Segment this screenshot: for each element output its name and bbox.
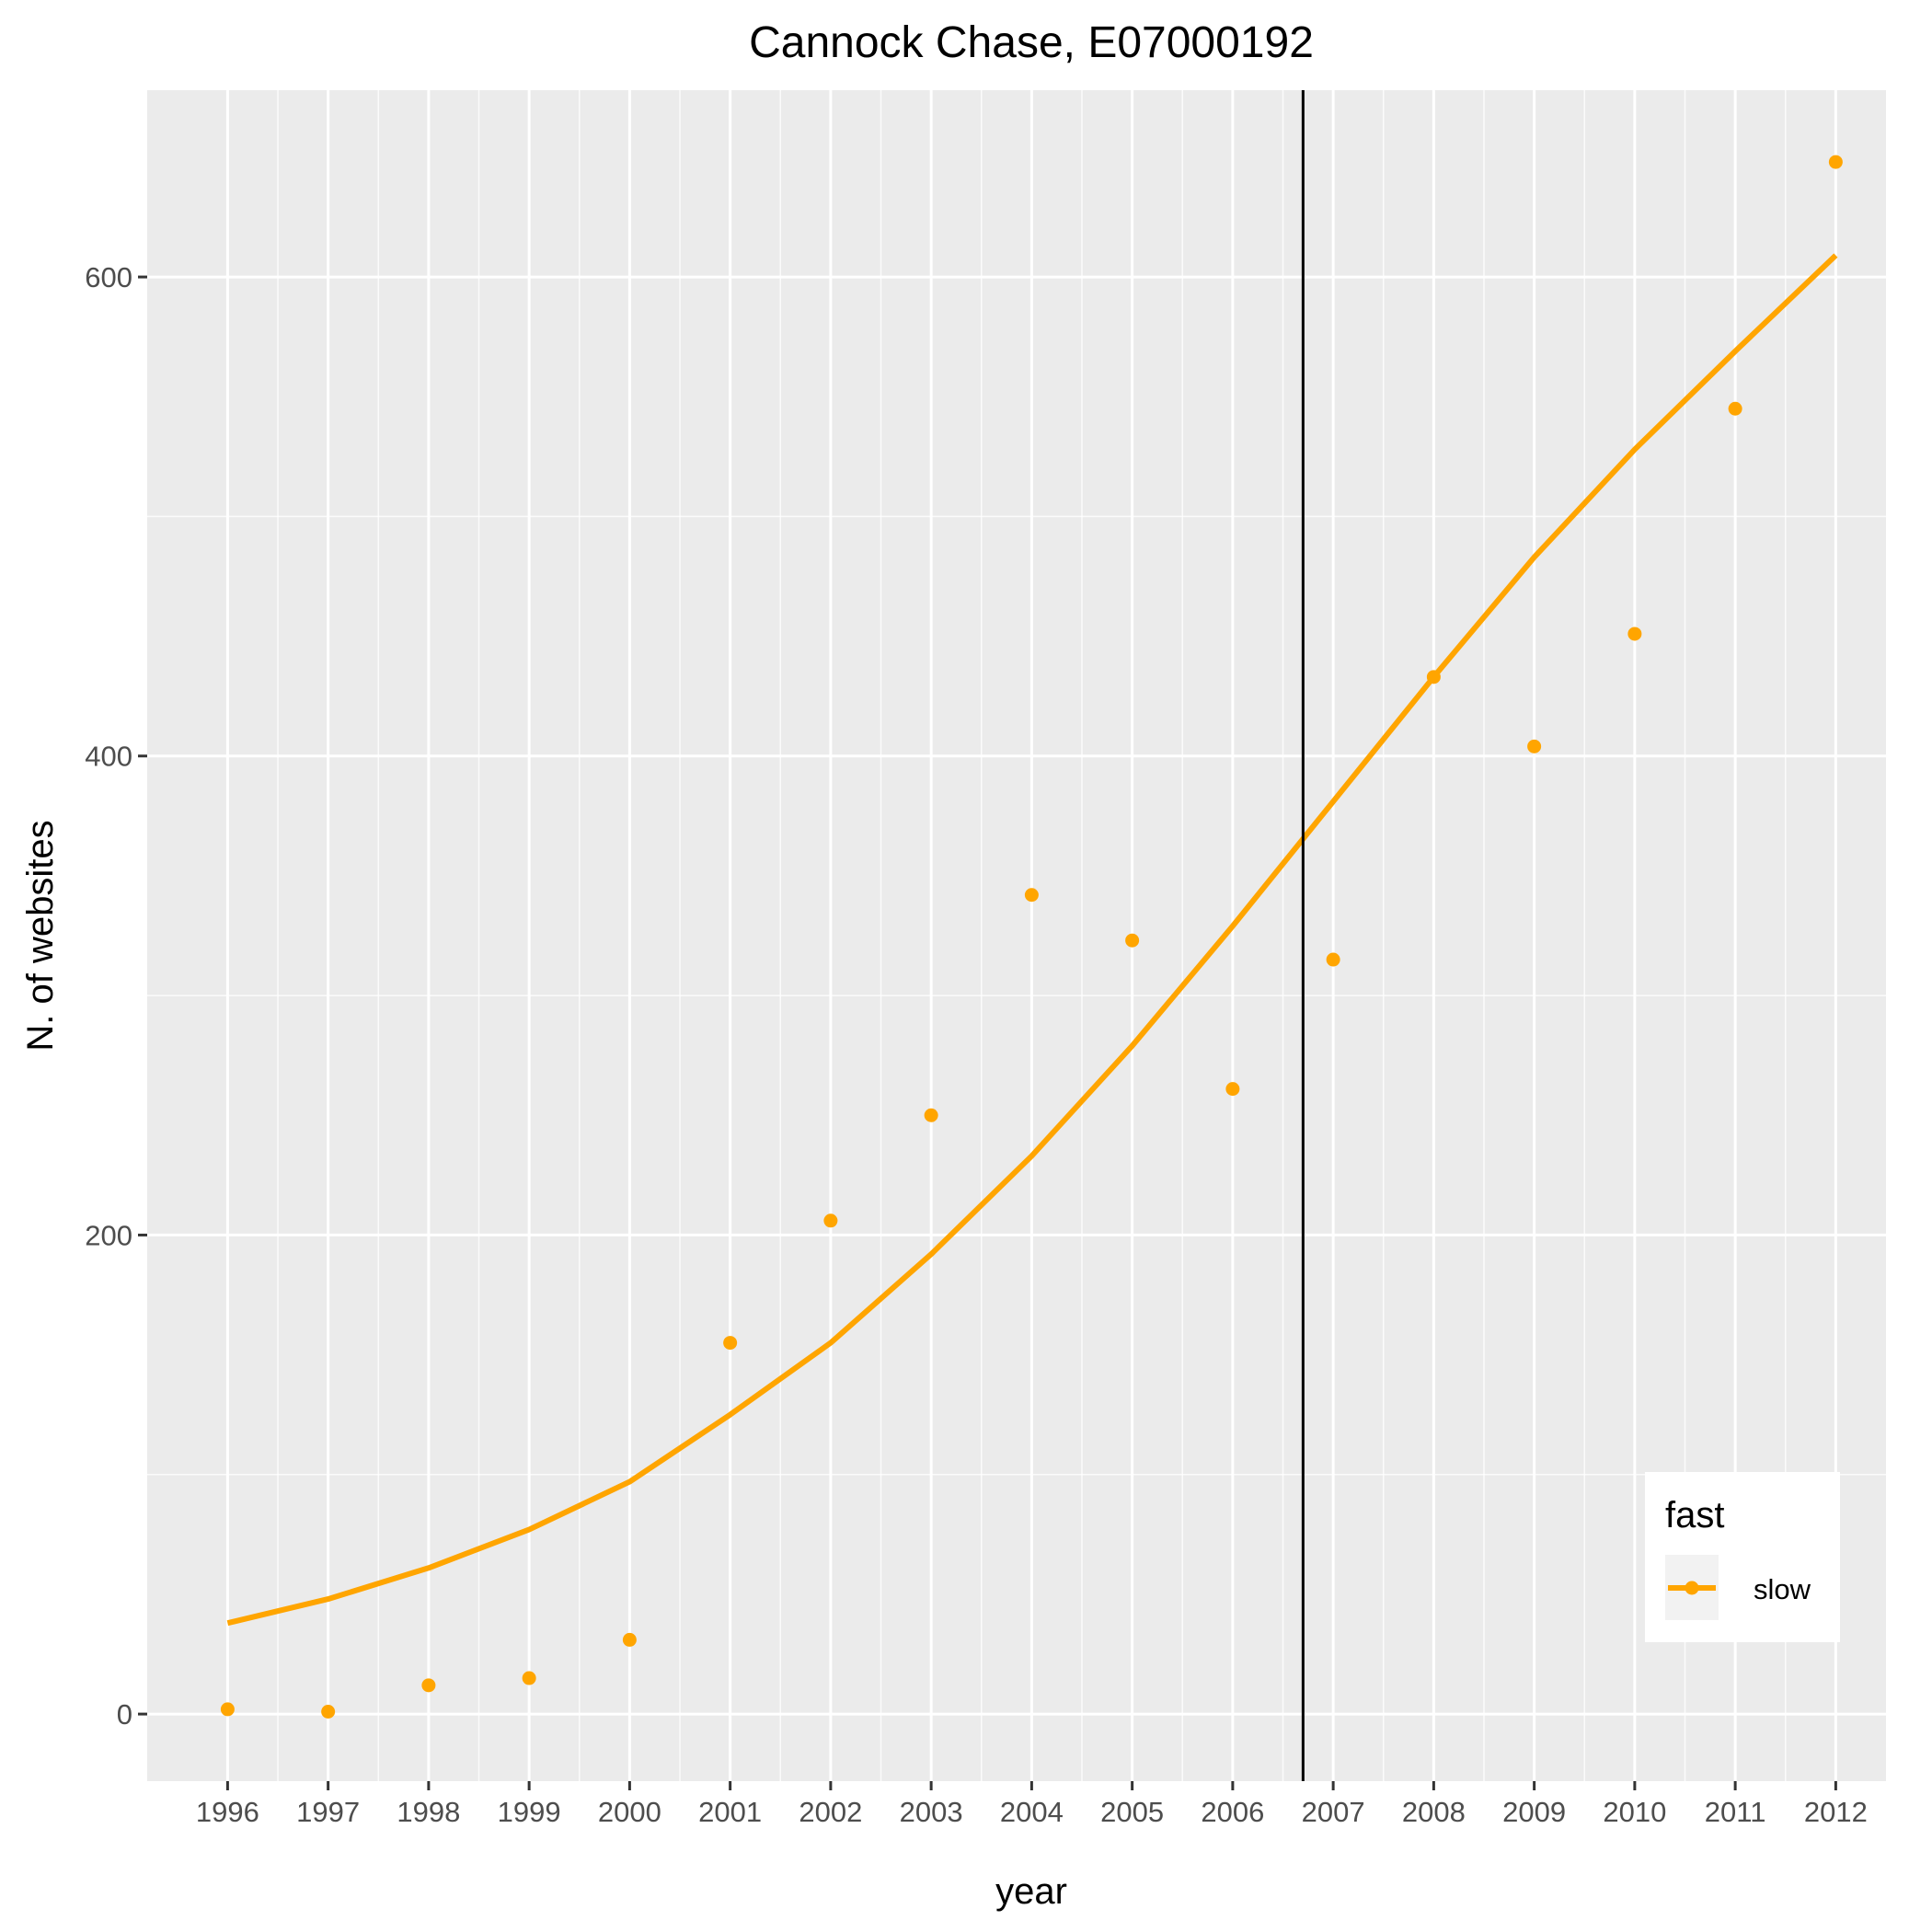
legend: fast slow: [1645, 1472, 1840, 1642]
data-point: [924, 1108, 938, 1122]
y-tick-label: 0: [117, 1698, 132, 1731]
data-point: [1326, 952, 1340, 967]
data-point: [1828, 155, 1843, 169]
points-layer: [220, 155, 1843, 1719]
x-tick-label: 1997: [296, 1796, 360, 1828]
x-tick-label: 2001: [698, 1796, 762, 1828]
x-tick-label: 1999: [498, 1796, 561, 1828]
data-point: [1527, 739, 1542, 753]
x-tick-label: 2005: [1100, 1796, 1164, 1828]
x-tick-label: 2003: [900, 1796, 963, 1828]
x-tick-label: 2006: [1201, 1796, 1264, 1828]
x-axis-title: year: [995, 1871, 1067, 1912]
x-tick-label: 2000: [598, 1796, 661, 1828]
y-axis: 0 200 400 600: [85, 261, 147, 1731]
data-point: [220, 1702, 235, 1717]
x-tick-label: 2002: [799, 1796, 862, 1828]
smooth-line-slow: [226, 253, 1838, 1627]
plot-panel: [147, 90, 1886, 1781]
x-tick-label: 1996: [196, 1796, 259, 1828]
legend-label-slow: slow: [1754, 1573, 1811, 1605]
x-tick-label: 2007: [1302, 1796, 1365, 1828]
legend-key-point: [1685, 1581, 1699, 1595]
data-point: [1125, 933, 1140, 948]
legend-title: fast: [1665, 1495, 1724, 1535]
data-point: [321, 1705, 336, 1719]
data-point: [1024, 888, 1039, 903]
chart-title: Cannock Chase, E07000192: [749, 18, 1314, 67]
data-point: [723, 1336, 738, 1351]
data-point: [1627, 627, 1642, 641]
x-tick-label: 2012: [1804, 1796, 1868, 1828]
data-point: [1426, 670, 1441, 684]
x-tick-label: 2004: [1000, 1796, 1064, 1828]
y-tick-label: 400: [85, 741, 132, 773]
data-point: [522, 1671, 536, 1685]
y-tick-label: 600: [85, 261, 132, 293]
x-tick-label: 2011: [1705, 1796, 1766, 1828]
data-point: [823, 1213, 838, 1228]
major-gridlines: [147, 90, 1886, 1781]
x-tick-label: 2009: [1502, 1796, 1566, 1828]
data-point: [622, 1632, 637, 1647]
x-tick-label: 2008: [1402, 1796, 1466, 1828]
data-point: [421, 1678, 436, 1693]
x-tick-label: 2010: [1603, 1796, 1666, 1828]
y-axis-title: N. of websites: [20, 820, 61, 1051]
x-tick-label: 1998: [397, 1796, 460, 1828]
data-point: [1225, 1082, 1240, 1097]
y-tick-label: 200: [85, 1219, 132, 1251]
data-point: [1728, 401, 1742, 416]
x-axis: 1996 1997 1998 1999 2000 2001 2002 2003 2004 2005…: [196, 1781, 1868, 1828]
minor-gridlines: [147, 90, 1886, 1781]
smooth-line-layer: [226, 253, 1838, 1627]
